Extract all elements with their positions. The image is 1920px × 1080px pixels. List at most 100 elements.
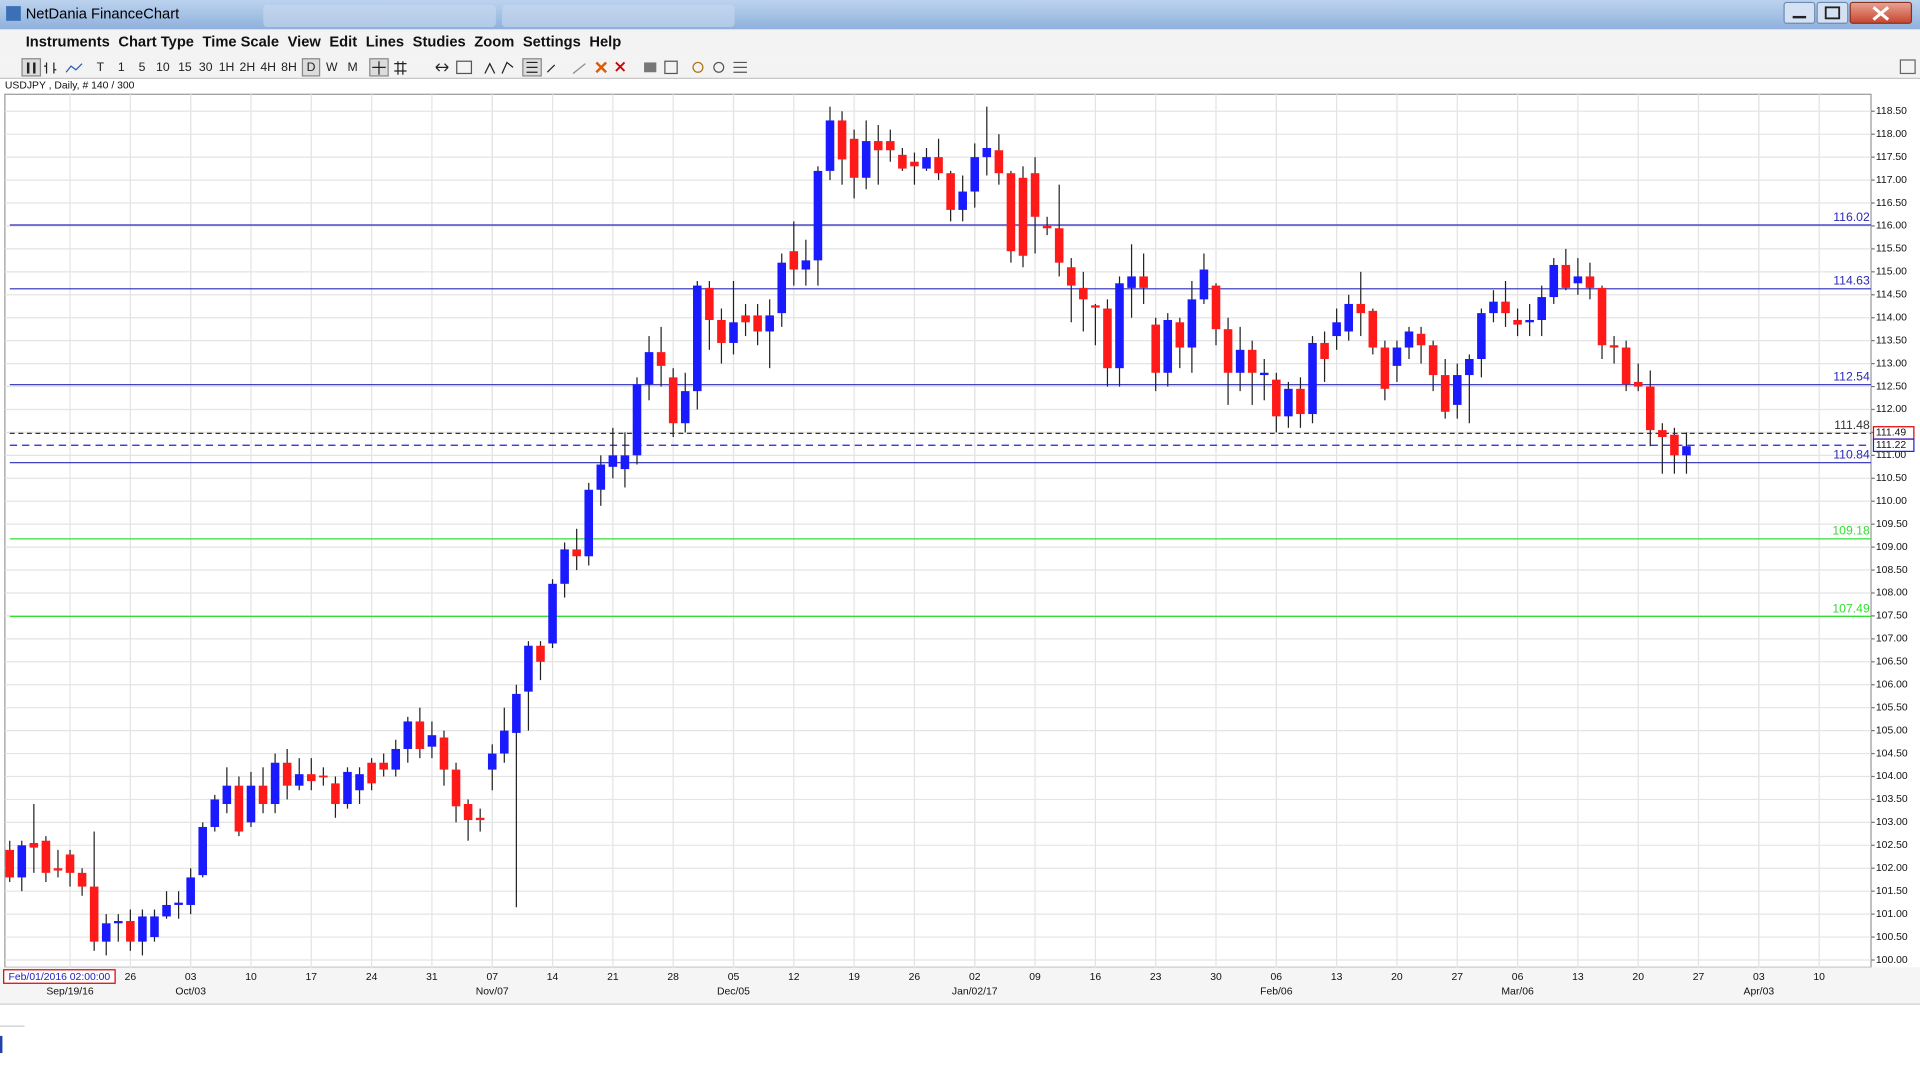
menu-item[interactable]: Zoom: [474, 35, 514, 51]
x-tick-label: 12: [788, 972, 800, 983]
candle-body: [1380, 347, 1390, 389]
candle-body: [307, 774, 316, 782]
y-tick-label: 107.00: [1876, 634, 1908, 645]
x-tick-label-secondary: Oct/03: [175, 987, 206, 998]
x-tick-label-secondary: Dec/05: [717, 987, 750, 998]
icon: [26, 62, 36, 74]
y-tick-label: 103.00: [1876, 817, 1908, 828]
timeframe-button[interactable]: 1: [118, 60, 125, 74]
fit-icon[interactable]: [733, 61, 747, 73]
y-tick-label: 101.00: [1876, 909, 1908, 920]
candle-body: [1211, 285, 1221, 330]
menu-item[interactable]: Studies: [413, 35, 466, 51]
y-tick-label: 100.00: [1876, 955, 1908, 966]
maximize-button[interactable]: [1816, 1, 1849, 24]
candle-body: [1199, 269, 1209, 300]
y-tick-label: 101.50: [1876, 886, 1908, 897]
timeframe-button[interactable]: T: [97, 60, 105, 74]
pen-icon[interactable]: [572, 63, 586, 74]
x-tick-label: 31: [426, 972, 438, 983]
candle-body: [560, 549, 569, 584]
candle-body: [1042, 225, 1052, 229]
timeframe-button[interactable]: 10: [156, 60, 170, 74]
candle-body: [1320, 342, 1329, 360]
timeframe-button[interactable]: 5: [139, 60, 146, 74]
volume-icon[interactable]: [456, 60, 473, 75]
y-tick-label: 115.50: [1876, 244, 1907, 255]
candle-body: [1440, 375, 1450, 412]
minimize-button[interactable]: [1783, 1, 1816, 24]
menu-item[interactable]: Lines: [366, 35, 404, 51]
menu-item[interactable]: Settings: [523, 35, 581, 51]
bar-icon[interactable]: [44, 62, 57, 74]
x-tick-label: 06: [1271, 972, 1283, 983]
trend-icons[interactable]: [484, 61, 514, 74]
candle-body: [753, 315, 762, 332]
candle-body: [934, 157, 943, 174]
timeframe-button[interactable]: M: [348, 60, 358, 74]
y-tick-label: 106.00: [1876, 679, 1908, 690]
candle-body: [1585, 276, 1595, 288]
y-tick-label: 100.50: [1876, 932, 1908, 943]
active-timeframe[interactable]: [301, 58, 321, 77]
window-title: NetDania FinanceChart: [26, 7, 179, 23]
zoom-in-icon[interactable]: [692, 61, 704, 73]
faded-tab: [502, 4, 735, 27]
timeframe-button[interactable]: 1H: [219, 60, 235, 74]
line-icon[interactable]: [65, 63, 83, 73]
print-icon[interactable]: [644, 62, 657, 73]
candle-button[interactable]: [21, 58, 42, 77]
candle-body: [1465, 359, 1474, 376]
candle-body: [705, 287, 714, 321]
x-tick-label: 26: [909, 972, 921, 983]
x-tick-label-secondary: Mar/06: [1501, 987, 1534, 998]
panel-icon[interactable]: [1899, 59, 1916, 75]
candle-body: [17, 845, 27, 878]
y-tick-label: 114.50: [1876, 290, 1907, 301]
timeframe-button[interactable]: 30: [199, 60, 213, 74]
delete-icon[interactable]: [595, 61, 607, 74]
menu-item[interactable]: Edit: [329, 35, 357, 51]
candle-body: [89, 886, 99, 942]
timeframe-button[interactable]: D: [307, 60, 316, 74]
timeframe-button[interactable]: 15: [178, 60, 192, 74]
x-tick-label: 10: [1813, 972, 1825, 983]
level-label: 109.18: [1832, 524, 1870, 538]
pointer-icon[interactable]: [546, 64, 556, 73]
candle-body: [656, 352, 666, 366]
menu-item[interactable]: Instruments: [26, 35, 110, 51]
candle-body: [1645, 386, 1655, 431]
timeframe-button[interactable]: 8H: [281, 60, 297, 74]
candle-body: [1296, 388, 1305, 415]
candle-body: [1416, 333, 1426, 346]
candle-body: [1066, 267, 1076, 286]
x-tick-label: 27: [1451, 972, 1463, 983]
y-tick-label: 104.50: [1876, 748, 1908, 759]
candle-body: [294, 774, 304, 786]
timeframe-button[interactable]: 2H: [240, 60, 256, 74]
menu-item[interactable]: Chart Type: [118, 35, 194, 51]
menu-item[interactable]: Time Scale: [203, 35, 279, 51]
price-tag-label: 111.22: [1876, 440, 1906, 451]
menu-item[interactable]: Help: [589, 35, 621, 51]
candle-body: [186, 877, 195, 905]
close-icon: [1872, 6, 1890, 21]
preview-icon[interactable]: [664, 60, 678, 75]
y-tick-label: 108.00: [1876, 588, 1908, 599]
candle-body: [596, 464, 606, 490]
scroll-icon[interactable]: [435, 63, 449, 72]
y-tick-label: 109.50: [1876, 519, 1908, 530]
delete-all-icon[interactable]: [615, 61, 626, 72]
timeframe-button[interactable]: 4H: [260, 60, 276, 74]
candle-body: [536, 645, 545, 662]
candle-body: [1452, 375, 1462, 405]
timeframe-button[interactable]: W: [326, 60, 338, 74]
menu-item[interactable]: View: [288, 35, 322, 51]
candle-body: [1272, 379, 1281, 417]
zoom-out-icon[interactable]: [713, 61, 725, 73]
x-tick-label: 20: [1391, 972, 1403, 983]
grid-icon[interactable]: [394, 61, 407, 75]
candle-body: [101, 923, 111, 942]
x-tick-label: 07: [486, 972, 498, 983]
